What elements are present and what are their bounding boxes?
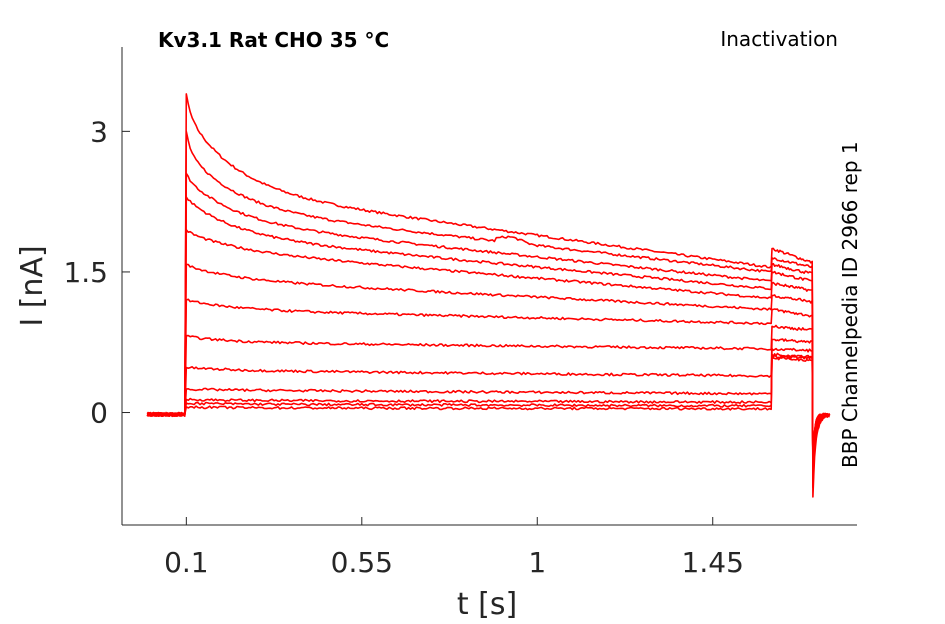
current-trace <box>146 356 830 462</box>
x-tick-label: 0.1 <box>164 546 209 579</box>
current-trace <box>146 324 831 468</box>
ticks: 0.1 0.55 1 1.45 0 1.5 3 <box>63 115 743 579</box>
x-axis-label: t [s] <box>457 587 517 622</box>
x-tick-label: 1 <box>528 546 546 579</box>
current-trace <box>147 354 830 463</box>
protocol-label: Inactivation <box>720 27 838 51</box>
current-trace <box>146 338 831 465</box>
current-trace <box>147 347 831 463</box>
y-axis-label: I [nA] <box>15 245 50 326</box>
current-trace <box>146 298 831 472</box>
current-trace <box>147 130 830 489</box>
traces <box>146 93 831 498</box>
current-trace <box>146 172 831 487</box>
x-tick-label: 0.55 <box>331 546 393 579</box>
chart-title: Kv3.1 Rat CHO 35 °C <box>158 28 389 52</box>
x-tick-label: 1.45 <box>682 546 744 579</box>
current-trace <box>146 352 830 463</box>
current-trace <box>146 196 830 484</box>
current-trace <box>146 229 831 479</box>
y-tick-label: 1.5 <box>63 256 108 289</box>
y-tick-label: 0 <box>90 397 108 430</box>
current-trace <box>146 263 831 475</box>
axes <box>121 47 857 526</box>
current-trace <box>146 93 830 498</box>
y-tick-label: 3 <box>90 115 108 148</box>
side-label: BBP Channelpedia ID 2966 rep 1 <box>838 141 862 468</box>
